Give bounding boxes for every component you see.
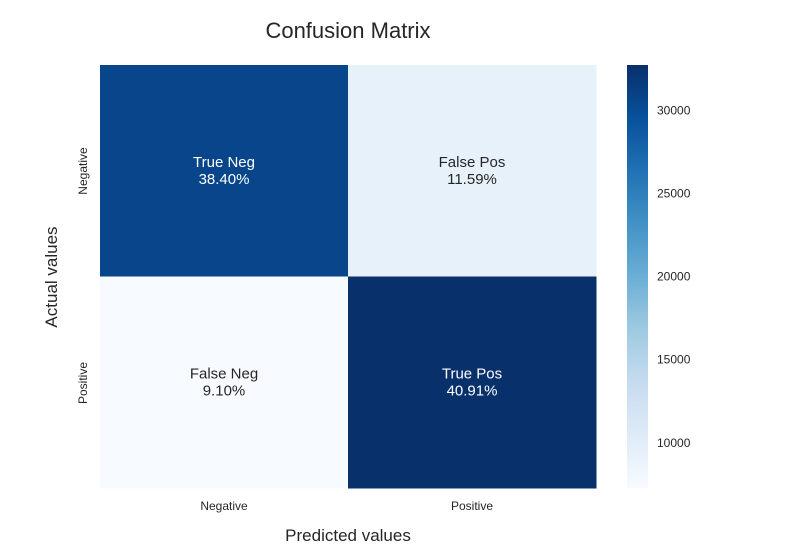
cell-percentage: 11.59% (447, 171, 497, 188)
colorbar-tick-label: 20000 (657, 270, 691, 284)
colorbar-tick-label: 15000 (657, 353, 691, 367)
y-tick-negative: Negative (76, 147, 90, 195)
x-tick-negative: Negative (200, 499, 248, 513)
heatmap-cell (348, 276, 597, 489)
colorbar (627, 65, 648, 488)
cell-label: False Neg (190, 365, 258, 382)
heatmap-cell (100, 65, 349, 277)
heatmap-cell (100, 276, 349, 489)
cell-percentage: 38.40% (199, 171, 250, 188)
colorbar-tick-label: 25000 (657, 186, 691, 200)
colorbar-tick-label: 30000 (657, 103, 691, 117)
cell-label: False Pos (439, 154, 506, 171)
y-axis-label: Actual values (42, 226, 61, 327)
cell-percentage: 40.91% (447, 382, 498, 399)
colorbar-tick-label: 10000 (657, 436, 691, 450)
heatmap-cell (348, 65, 597, 277)
cell-label: True Neg (193, 154, 255, 171)
y-tick-positive: Positive (76, 362, 90, 404)
cell-percentage: 9.10% (203, 382, 246, 399)
cell-label: True Pos (442, 365, 502, 382)
x-axis-label: Predicted values (285, 526, 411, 545)
x-tick-positive: Positive (451, 499, 493, 513)
chart-title: Confusion Matrix (265, 18, 430, 43)
